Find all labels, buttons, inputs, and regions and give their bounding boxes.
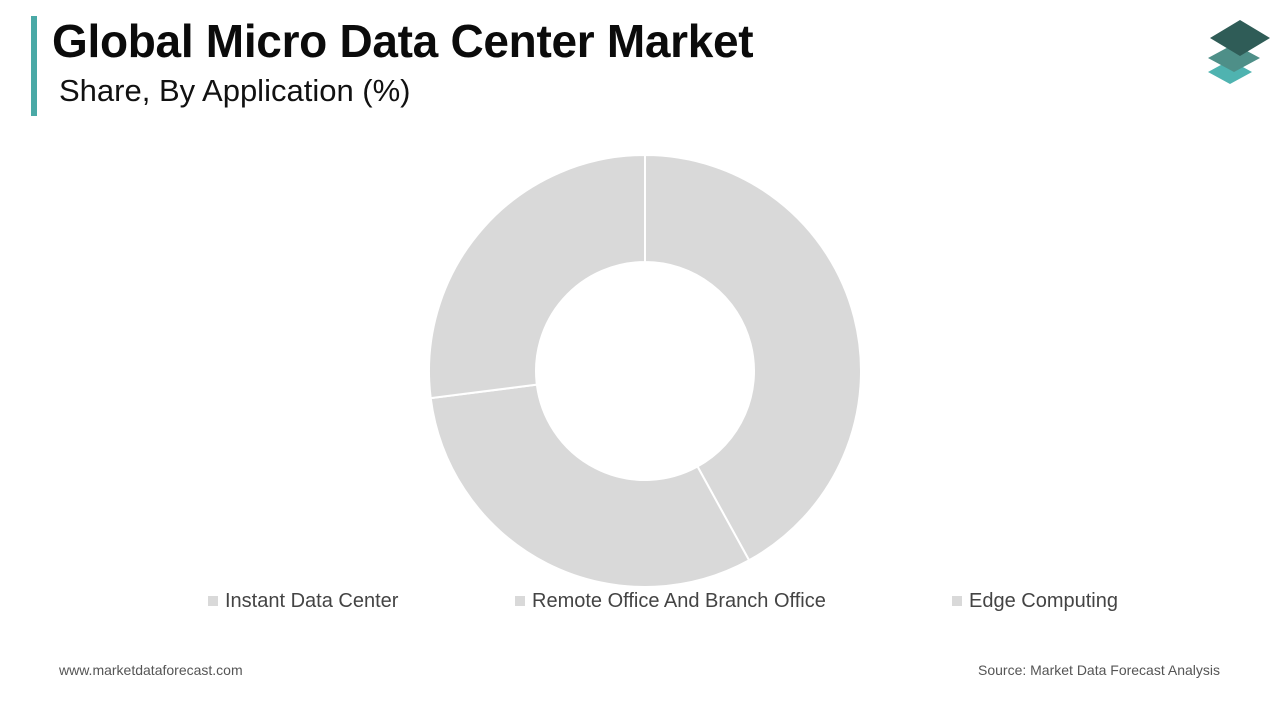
chart-subtitle: Share, By Application (%) (59, 73, 411, 108)
footer-source: Source: Market Data Forecast Analysis (978, 662, 1220, 678)
footer-website: www.marketdataforecast.com (59, 662, 243, 678)
donut-slice-remote-office-and-branch-office (429, 383, 751, 588)
legend-swatch (952, 596, 962, 606)
logo-layer-top (1210, 20, 1270, 56)
legend-item-instant-data-center: Instant Data Center (208, 588, 398, 614)
legend-label: Edge Computing (969, 589, 1118, 612)
donut-slice-instant-data-center (644, 153, 862, 562)
title-accent-bar (31, 16, 37, 116)
legend-swatch (515, 596, 525, 606)
legend-swatch (208, 596, 218, 606)
legend-item-remote-office: Remote Office And Branch Office (515, 588, 826, 614)
stacked-layers-logo-icon (1208, 20, 1270, 84)
donut-slice-edge-computing (428, 153, 646, 400)
chart-title: Global Micro Data Center Market (52, 15, 754, 67)
legend-label: Instant Data Center (225, 589, 399, 612)
legend-item-edge-computing: Edge Computing (952, 588, 1118, 614)
legend-label: Remote Office And Branch Office (532, 589, 826, 612)
